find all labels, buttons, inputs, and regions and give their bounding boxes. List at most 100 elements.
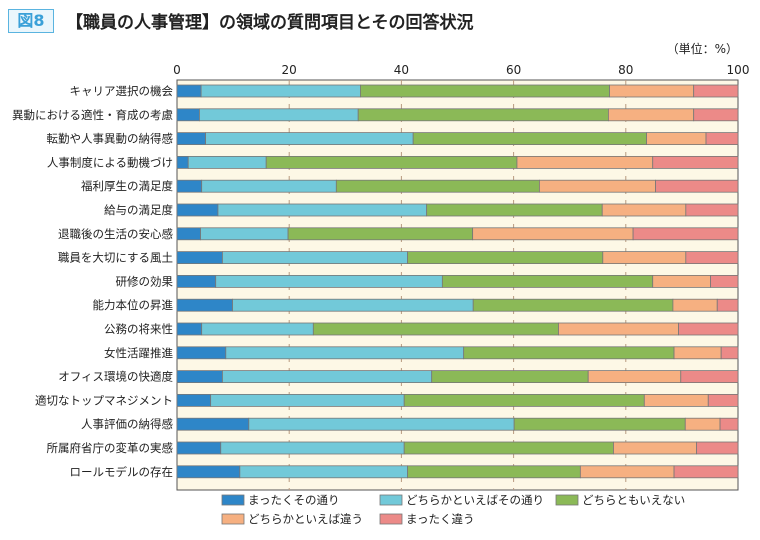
bar-segment bbox=[693, 108, 739, 122]
bar-segment bbox=[579, 465, 675, 479]
bar-segment bbox=[601, 203, 687, 217]
bar-segment bbox=[672, 298, 718, 312]
category-label: 公務の将来性 bbox=[104, 322, 173, 336]
bar-segment bbox=[632, 227, 739, 241]
bar-segment bbox=[176, 179, 203, 193]
bar-segment bbox=[210, 393, 405, 407]
bar-segment bbox=[176, 132, 207, 146]
legend-swatch bbox=[379, 513, 403, 525]
bar-segment bbox=[176, 155, 189, 169]
bar-segment bbox=[646, 132, 707, 146]
bar-segment bbox=[602, 251, 687, 265]
bar-segment bbox=[587, 370, 682, 384]
unit-label: （単位：%） bbox=[666, 42, 738, 56]
x-tick-label: 60 bbox=[506, 63, 521, 77]
bar-segment bbox=[176, 274, 217, 288]
bar-segment bbox=[176, 298, 233, 312]
bar-segment bbox=[176, 227, 201, 241]
bar-segment bbox=[403, 393, 645, 407]
bar-segment bbox=[403, 441, 614, 455]
x-tick-label: 20 bbox=[282, 63, 297, 77]
bar-segment bbox=[472, 227, 634, 241]
bar-segment bbox=[705, 132, 739, 146]
bar-segment bbox=[248, 417, 515, 431]
bar-segment bbox=[265, 155, 518, 169]
bar-segment bbox=[643, 393, 709, 407]
figure-label: 図8 bbox=[8, 9, 54, 33]
bar-segment bbox=[684, 417, 721, 431]
bar-segment bbox=[412, 132, 647, 146]
bar-segment bbox=[609, 84, 695, 98]
legend-swatch bbox=[555, 494, 579, 506]
bar-segment bbox=[199, 108, 359, 122]
category-label: 女性活躍推進 bbox=[104, 346, 173, 360]
category-label: ロールモデルの存在 bbox=[70, 465, 174, 479]
bar-segment bbox=[201, 179, 337, 193]
bar-segment bbox=[513, 417, 686, 431]
bar-segment bbox=[176, 417, 250, 431]
bar-segment bbox=[222, 251, 408, 265]
bar-segment bbox=[200, 227, 289, 241]
bar-segment bbox=[719, 417, 739, 431]
bar-segment bbox=[222, 370, 433, 384]
bar-segment bbox=[673, 465, 739, 479]
bar-segment bbox=[205, 132, 414, 146]
bar-segment bbox=[176, 203, 219, 217]
bar-segment bbox=[608, 108, 695, 122]
bar-segment bbox=[673, 346, 722, 360]
bar-segment bbox=[176, 465, 241, 479]
bar-segment bbox=[176, 441, 222, 455]
bar-segment bbox=[678, 322, 739, 336]
category-label: 職員を大切にする風土 bbox=[58, 251, 173, 265]
bar-segment bbox=[516, 155, 654, 169]
category-label: 福利厚生の満足度 bbox=[81, 179, 173, 193]
category-label: 研修の効果 bbox=[116, 274, 174, 288]
x-tick-label: 100 bbox=[727, 63, 750, 77]
bar-segment bbox=[655, 179, 739, 193]
bar-segment bbox=[716, 298, 739, 312]
bar-segment bbox=[176, 84, 202, 98]
bar-segment bbox=[217, 203, 428, 217]
bar-segment bbox=[720, 346, 739, 360]
bar-segment bbox=[312, 322, 559, 336]
bar-segment bbox=[426, 203, 603, 217]
legend-label: どちらかといえば違う bbox=[248, 512, 363, 526]
bar-segment bbox=[558, 322, 679, 336]
bar-segment bbox=[239, 465, 408, 479]
chart-title: 【職員の人事管理】の領域の質問項目とその回答状況 bbox=[66, 13, 474, 33]
bar-segment bbox=[287, 227, 474, 241]
category-label: 退職後の生活の安心感 bbox=[58, 227, 173, 241]
bar-segment bbox=[357, 108, 609, 122]
category-label: 異動における適性・育成の考慮 bbox=[12, 108, 173, 122]
category-label: 転勤や人事異動の納得感 bbox=[47, 132, 174, 146]
bar-segment bbox=[225, 346, 465, 360]
bar-segment bbox=[431, 370, 589, 384]
bar-segment bbox=[707, 393, 739, 407]
category-label: 所属府省庁の変革の実感 bbox=[47, 441, 174, 455]
bar-segment bbox=[335, 179, 540, 193]
legend-swatch bbox=[221, 494, 245, 506]
category-label: 給与の満足度 bbox=[104, 203, 173, 217]
bar-segment bbox=[652, 155, 739, 169]
bar-segment bbox=[472, 298, 674, 312]
bar-segment bbox=[360, 84, 610, 98]
bar-segment bbox=[187, 155, 267, 169]
bar-segment bbox=[680, 370, 739, 384]
category-label: 適切なトップマネジメント bbox=[35, 393, 173, 407]
bar-segment bbox=[685, 203, 739, 217]
bar-segment bbox=[441, 274, 654, 288]
bar-segment bbox=[176, 322, 203, 336]
category-label: 人事評価の納得感 bbox=[81, 417, 173, 431]
category-label: 人事制度による動機づけ bbox=[47, 155, 173, 169]
bar-segment bbox=[176, 393, 212, 407]
legend-label: まったくその通り bbox=[248, 493, 340, 507]
bar-segment bbox=[463, 346, 675, 360]
bar-segment bbox=[696, 441, 739, 455]
category-label: キャリア選択の機会 bbox=[70, 84, 174, 98]
bar-segment bbox=[652, 274, 711, 288]
legend-label: まったく違う bbox=[406, 512, 475, 526]
bar-segment bbox=[539, 179, 656, 193]
x-tick-label: 0 bbox=[173, 63, 181, 77]
